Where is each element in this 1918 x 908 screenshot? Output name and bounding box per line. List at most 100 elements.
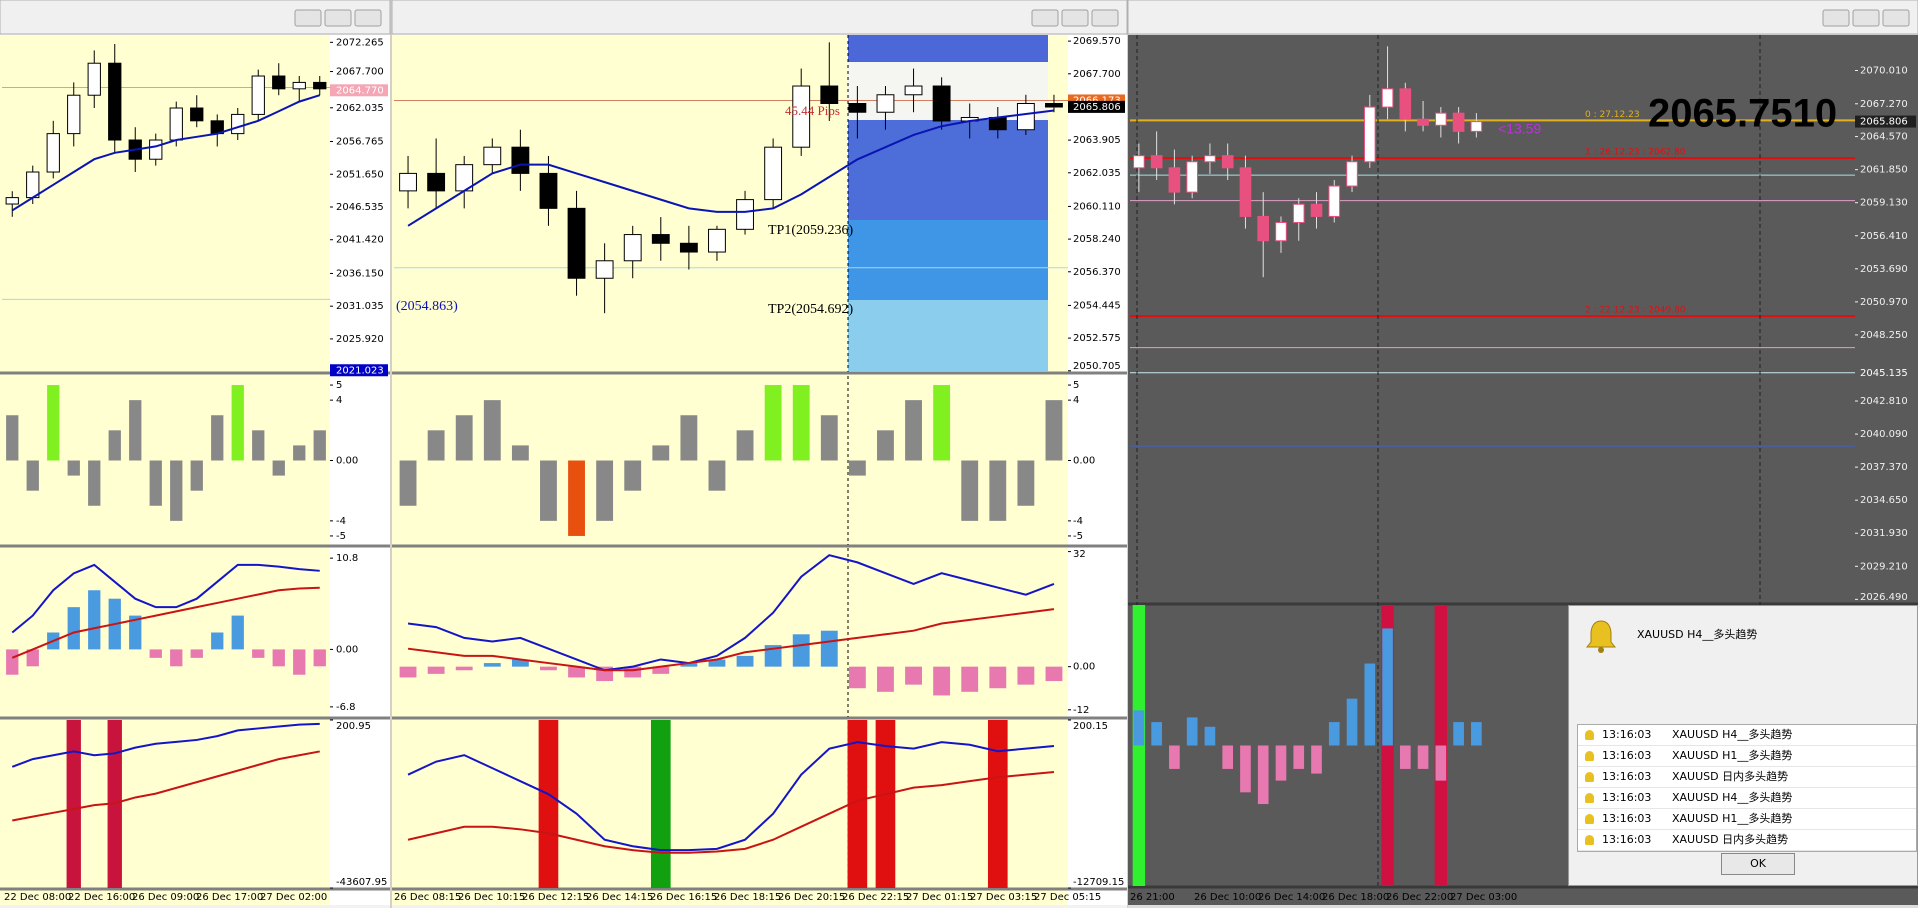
hist-bar: [1471, 722, 1482, 746]
x-tick-label: 26 Dec 22:00: [1386, 892, 1453, 903]
window-button[interactable]: [324, 9, 352, 27]
alert-time: 13:16:03: [1578, 725, 1672, 745]
y-tick-label: 2042.810: [1860, 396, 1908, 407]
alert-row[interactable]: 13:16:03 XAUUSD H4__多头趋势: [1578, 725, 1916, 746]
hist-bar: [933, 385, 951, 461]
candle-body: [1452, 112, 1465, 132]
window-button[interactable]: [1061, 9, 1089, 27]
window-button[interactable]: [1882, 9, 1910, 27]
window-button[interactable]: [1031, 9, 1059, 27]
x-tick-label: 26 Dec 10:00: [1194, 892, 1261, 903]
price-marker-label: 2064.770: [336, 85, 384, 96]
alert-message: XAUUSD H4__多头趋势: [1672, 791, 1793, 804]
y-tick-label: 200.95: [336, 721, 371, 732]
window-button[interactable]: [294, 9, 322, 27]
x-tick-label: 26 Dec 14:15: [586, 892, 653, 903]
hist-bar: [6, 415, 19, 461]
indicator-line: [407, 109, 1055, 227]
price-marker: [1855, 366, 1916, 379]
hist-bar: [6, 649, 19, 675]
alert-row[interactable]: 13:16:03 XAUUSD H1__多头趋势: [1578, 809, 1916, 830]
candle-body: [292, 81, 306, 90]
window-button[interactable]: [354, 9, 382, 27]
window-button[interactable]: [1822, 9, 1850, 27]
hist-bar: [252, 649, 265, 658]
annotation: TP2(2054.692): [768, 302, 854, 317]
y-tick-label: 2052.575: [1073, 333, 1121, 344]
axis-area: [1068, 35, 1127, 905]
ok-button[interactable]: OK: [1721, 853, 1795, 875]
hist-bar: [252, 430, 265, 461]
hist-bar: [961, 460, 979, 521]
y-tick-label: 2054.445: [1073, 300, 1121, 311]
hist-bar: [736, 430, 754, 461]
candle-body: [1399, 88, 1412, 120]
y-tick-label: 2059.130: [1860, 198, 1908, 209]
x-tick-label: 22 Dec 08:00: [4, 892, 71, 903]
y-tick-label: 2037.370: [1860, 462, 1908, 473]
axis-area: [330, 35, 390, 905]
hist-bar: [1275, 745, 1287, 781]
y-tick-label: 0.00: [1073, 456, 1095, 467]
indicator-line: [407, 554, 1055, 672]
candle-body: [231, 113, 245, 135]
candle-body: [1221, 155, 1234, 169]
y-tick-label: 2062.035: [336, 103, 384, 114]
hist-bar: [455, 415, 473, 461]
y-tick-label: 2069.570: [1073, 36, 1121, 47]
x-tick-label: 27 Dec 01:15: [906, 892, 973, 903]
y-tick-label: 2041.420: [336, 235, 384, 246]
candle-body: [1045, 103, 1063, 108]
alert-row[interactable]: 13:16:03 XAUUSD H4__多头趋势: [1578, 788, 1916, 809]
hist-bar: [820, 415, 838, 461]
hist-bar: [961, 666, 979, 692]
y-tick-label: 2058.240: [1073, 234, 1121, 245]
hist-bar: [231, 385, 244, 461]
y-tick-label: 2025.920: [336, 334, 384, 345]
alert-row[interactable]: 13:16:03 XAUUSD 日内多头趋势: [1578, 830, 1916, 851]
y-tick-label: 2026.490: [1860, 592, 1908, 603]
hist-bar: [1204, 726, 1216, 746]
y-tick-label: 2029.210: [1860, 561, 1908, 572]
signal-bar: [875, 720, 896, 888]
indicator-line: [407, 771, 1055, 854]
window-button[interactable]: [1091, 9, 1119, 27]
y-tick-label: -43607.95: [336, 877, 387, 888]
y-tick-label: -4: [1073, 516, 1083, 527]
hist-bar: [149, 649, 162, 658]
hist-bar: [933, 666, 951, 696]
candle-body: [1257, 215, 1270, 242]
hist-bar: [540, 666, 557, 671]
y-tick-label: 2050.970: [1860, 297, 1908, 308]
candle-body: [67, 94, 81, 135]
y-tick-label: 10.8: [336, 553, 358, 564]
hist-bar: [652, 666, 670, 674]
hist-bar: [624, 460, 642, 491]
x-tick-label: 26 Dec 09:00: [132, 892, 199, 903]
x-tick-label: 26 Dec 16:15: [650, 892, 717, 903]
alert-row[interactable]: 13:16:03 XAUUSD 日内多头趋势: [1578, 767, 1916, 788]
candle-body: [483, 146, 502, 166]
y-tick-label: 2070.010: [1860, 65, 1908, 76]
candle-body: [251, 75, 265, 115]
zone: [848, 300, 1048, 372]
x-tick-label: 27 Dec 05:15: [1034, 892, 1101, 903]
x-tick-label: 26 Dec 10:15: [458, 892, 525, 903]
annotation: 2065.7510: [1648, 92, 1837, 136]
hist-bar: [293, 649, 306, 675]
y-tick-label: 5: [336, 380, 342, 391]
y-tick-label: -12: [1073, 705, 1089, 716]
candle-body: [792, 85, 811, 148]
alert-row[interactable]: 13:16:03 XAUUSD H1__多头趋势: [1578, 746, 1916, 767]
x-tick-label: 27 Dec 03:15: [970, 892, 1037, 903]
window-button[interactable]: [1852, 9, 1880, 27]
y-tick-label: 2067.270: [1860, 99, 1908, 110]
candle-body: [876, 94, 895, 113]
hist-bar: [313, 649, 326, 667]
hist-bar: [511, 445, 529, 461]
candle-body: [1310, 203, 1323, 217]
hist-bar: [792, 385, 810, 461]
hist-bar: [455, 666, 473, 671]
hist-bar: [624, 666, 642, 678]
